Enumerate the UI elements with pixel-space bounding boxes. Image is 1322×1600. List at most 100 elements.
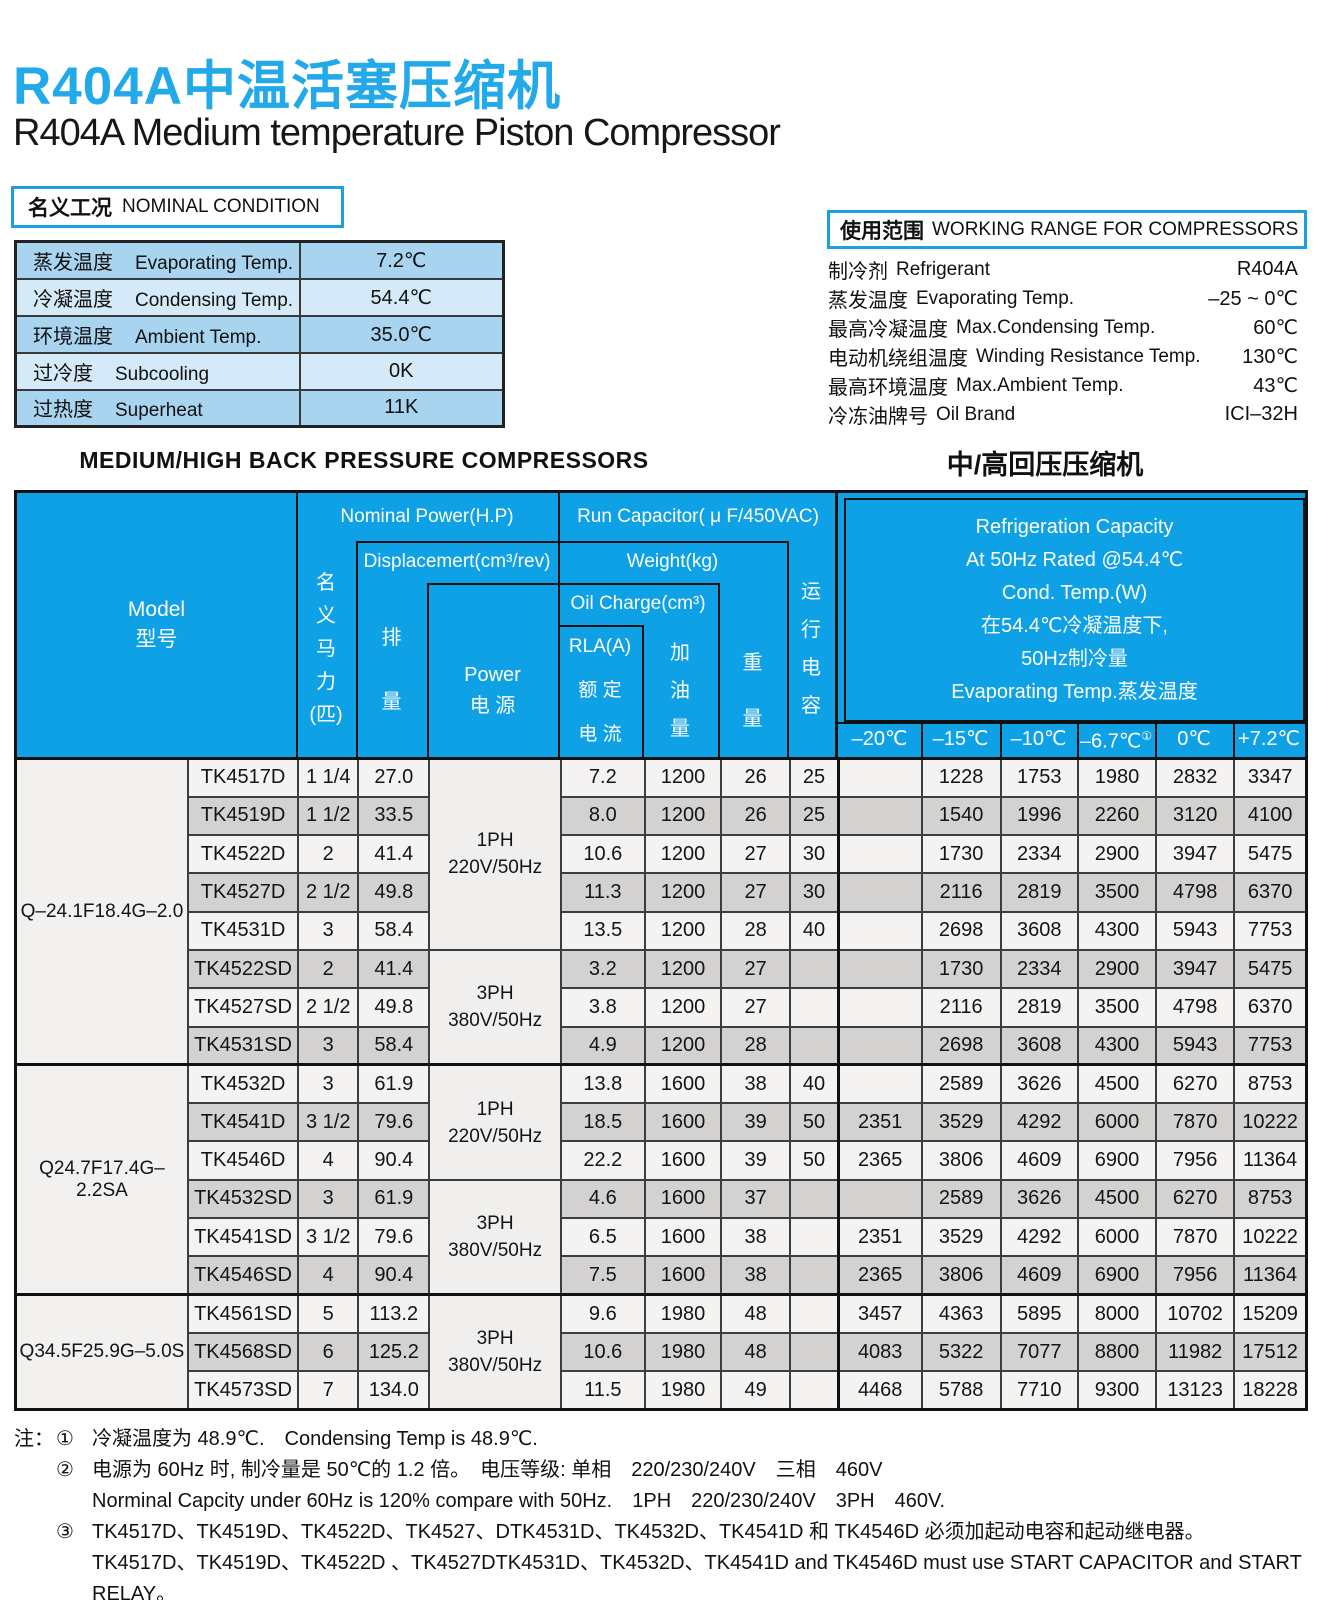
- capacity-cell: 10702: [1155, 1293, 1236, 1334]
- runcap-cell: 40: [789, 1063, 840, 1105]
- runcap-cell: [789, 1217, 840, 1258]
- working-range-value: –25 ~ 0℃: [1208, 288, 1298, 310]
- compressor-table-body: Q–24.1F18.4G–2.0 TK4517D 1 1/4 27.0 1PH 220V/…: [14, 757, 1308, 1412]
- disp-cell: 79.6: [357, 1102, 431, 1143]
- working-range-title-en: WORKING RANGE FOR COMPRESSORS: [932, 218, 1299, 240]
- capacity-cell: 2900: [1076, 948, 1158, 990]
- rla-cell: 13.5: [559, 910, 646, 951]
- capacity-cell: 8000: [1076, 1293, 1158, 1334]
- capacity-cell: 13123: [1155, 1370, 1236, 1412]
- table-row: Q–24.1F18.4G–2.0 TK4517D 1 1/4 27.0 1PH 220V/…: [14, 757, 1308, 1067]
- rla-cell: 11.5: [559, 1370, 646, 1412]
- oil-cell: 1600: [643, 1140, 723, 1181]
- table-row: TK4541SD 3 1/2 79.6 6.5 1600 38 2351 3529 4292 60…: [16, 1217, 1308, 1258]
- capacity-cell: 7753: [1233, 1025, 1308, 1067]
- oil-cell: 1200: [643, 987, 723, 1028]
- capacity-cell: [837, 1178, 923, 1220]
- runcap-cell: 40: [789, 910, 840, 951]
- capacity-cell: 5895: [999, 1293, 1079, 1334]
- note-item: ② 电源为 60Hz 时, 制冷量是 50℃的 1.2 倍。 电压等级: 单相 2…: [14, 1455, 1314, 1486]
- capacity-cell: 6370: [1233, 872, 1308, 913]
- hp-cell: 3: [297, 1178, 360, 1220]
- capacity-cell: 2900: [1076, 834, 1158, 875]
- model-cell: TK4573SD: [186, 1370, 300, 1412]
- weight-cell: 39: [720, 1102, 792, 1143]
- capacity-cell: 8753: [1233, 1178, 1308, 1220]
- rla-cell: 22.2: [559, 1140, 646, 1181]
- weight-cell: 27: [720, 872, 792, 913]
- weight-cell: 28: [720, 1025, 792, 1067]
- capacity-cell: 2819: [999, 987, 1079, 1028]
- capacity-cell: [837, 834, 923, 875]
- capacity-cell: 3529: [920, 1217, 1002, 1258]
- capacity-cell: 2334: [999, 834, 1079, 875]
- disp-cell: 33.5: [357, 795, 431, 837]
- note-item: ③ TK4517D、TK4519D、TK4522D、TK4527、DTK4531D…: [14, 1517, 1314, 1548]
- footnotes: 注： ① 冷凝温度为 48.9℃. Condensing Temp is 48.9℃…: [14, 1424, 1314, 1600]
- section-heading-zh: 中/高回压压缩机: [946, 450, 1144, 480]
- capacity-cell: 1228: [920, 757, 1002, 798]
- oil-cell: 1980: [643, 1331, 723, 1373]
- disp-cell: 41.4: [357, 948, 431, 990]
- runcap-cell: [789, 948, 840, 990]
- hp-cell: 1 1/2: [297, 795, 360, 837]
- capacity-cell: 4609: [999, 1140, 1079, 1181]
- table-row: TK4531D 3 58.4 13.5 1200 28 40 2698 3608 4300 5943…: [16, 910, 1308, 951]
- capacity-cell: 3347: [1233, 757, 1308, 798]
- capacity-cell: 2351: [837, 1102, 923, 1143]
- runcap-cell: 50: [789, 1140, 840, 1181]
- table-row: TK4522D 2 41.4 10.6 1200 27 30 1730 2334 2900 3947…: [16, 834, 1308, 875]
- capacity-cell: 7077: [999, 1331, 1079, 1373]
- model-cell: TK4546D: [186, 1140, 300, 1181]
- model-cell: TK4527D: [186, 872, 300, 913]
- runcap-cell: 30: [789, 834, 840, 875]
- model-cell: TK4522SD: [186, 948, 300, 990]
- power-cell: 1PH 220V/50Hz: [428, 1063, 562, 1181]
- nominal-row: 冷凝温度 Condensing Temp. 54.4℃: [14, 277, 505, 317]
- capacity-cell: [837, 757, 923, 798]
- section-heading-en: MEDIUM/HIGH BACK PRESSURE COMPRESSORS: [79, 447, 649, 473]
- capacity-cell: 1996: [999, 795, 1079, 837]
- model-cell: TK4531D: [186, 910, 300, 951]
- capacity-cell: [837, 948, 923, 990]
- capacity-cell: 4798: [1155, 987, 1236, 1028]
- capacity-cell: 17512: [1233, 1331, 1308, 1373]
- capacity-cell: 2351: [837, 1217, 923, 1258]
- disp-column-header: 排量: [381, 627, 402, 713]
- capacity-cell: 4300: [1076, 910, 1158, 951]
- working-range-row: 最高冷凝温度 Max.Condensing Temp. 60℃: [828, 316, 1298, 342]
- capacity-cell: 7753: [1233, 910, 1308, 951]
- capacity-cell: 10222: [1233, 1217, 1308, 1258]
- capacity-cell: 10222: [1233, 1102, 1308, 1143]
- disp-cell: 41.4: [357, 834, 431, 875]
- refrigeration-capacity-box: [844, 498, 1305, 722]
- rla-cell: 3.2: [559, 948, 646, 990]
- capacity-cell: 3608: [999, 910, 1079, 951]
- capacity-cell: 4100: [1233, 795, 1308, 837]
- capacity-cell: 4292: [999, 1217, 1079, 1258]
- weight-cell: 39: [720, 1140, 792, 1181]
- capacity-cell: 3806: [920, 1255, 1002, 1297]
- capacity-cell: 7956: [1155, 1255, 1236, 1297]
- table-row: TK4522SD 2 41.4 3PH 380V/50Hz 3.2 1200 27 1730 23…: [16, 948, 1308, 1067]
- capacity-cell: 2698: [920, 910, 1002, 951]
- weight-cell: 27: [720, 987, 792, 1028]
- capacity-cell: [837, 1025, 923, 1067]
- capacity-cell: 4500: [1076, 1063, 1158, 1105]
- capacity-cell: 2589: [920, 1178, 1002, 1220]
- capacity-cell: 2116: [920, 872, 1002, 913]
- runcap-column-header: 运行电容: [801, 581, 821, 717]
- capacity-cell: 2832: [1155, 757, 1236, 798]
- table-row: Q24.7F17.4G–2.2SA TK4532D 3 61.9 1PH 220V/50H…: [14, 1063, 1308, 1297]
- nominal-value-cell: 7.2℃: [298, 240, 505, 280]
- disp-cell: 61.9: [357, 1063, 431, 1105]
- disp-cell: 49.8: [357, 872, 431, 913]
- nominal-value-cell: 54.4℃: [298, 277, 505, 317]
- oil-cell: 1600: [643, 1063, 723, 1105]
- capacity-cell: 3626: [999, 1063, 1079, 1105]
- capacity-cell: 5943: [1155, 1025, 1236, 1067]
- capacity-cell: 7710: [999, 1370, 1079, 1412]
- capacity-cell: 15209: [1233, 1293, 1308, 1334]
- weight-cell: 26: [720, 757, 792, 798]
- capacity-cell: [837, 910, 923, 951]
